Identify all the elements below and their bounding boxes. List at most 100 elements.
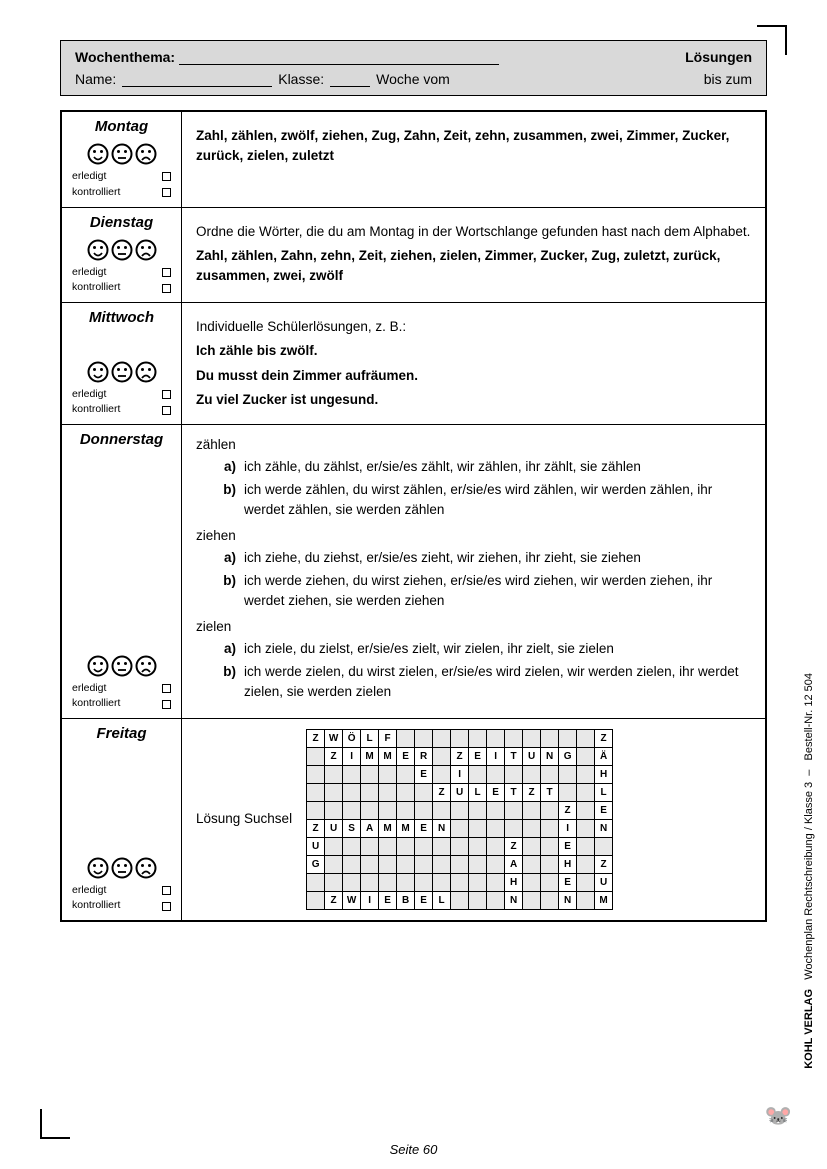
verb-b-text: ich werde ziehen, du wirst ziehen, er/si…: [244, 571, 751, 612]
grid-cell: U: [451, 784, 469, 802]
smiley-neutral-icon[interactable]: [111, 361, 133, 383]
grid-cell: [487, 838, 505, 856]
grid-cell: I: [343, 748, 361, 766]
sub-letter-a: a): [218, 457, 236, 477]
verb-b-text: ich werde zählen, du wirst zählen, er/si…: [244, 480, 751, 521]
smiley-happy-icon[interactable]: [87, 361, 109, 383]
grid-cell: [307, 892, 325, 910]
grid-cell: [451, 838, 469, 856]
grid-cell: [379, 766, 397, 784]
grid-cell: [397, 802, 415, 820]
until-label: bis zum: [704, 71, 752, 87]
sub-letter-a: a): [218, 548, 236, 568]
grid-cell: U: [325, 820, 343, 838]
grid-cell: [577, 856, 595, 874]
grid-cell: H: [595, 766, 613, 784]
grid-cell: [523, 838, 541, 856]
grid-cell: B: [397, 892, 415, 910]
smiley-happy-icon[interactable]: [87, 239, 109, 261]
grid-cell: [379, 874, 397, 892]
checked-checkbox[interactable]: [162, 406, 171, 415]
grid-cell: [379, 784, 397, 802]
smiley-sad-icon[interactable]: [135, 655, 157, 677]
smiley-sad-icon[interactable]: [135, 857, 157, 879]
name-blank[interactable]: [122, 71, 272, 87]
grid-cell: E: [415, 892, 433, 910]
grid-cell: [523, 766, 541, 784]
grid-cell: [451, 892, 469, 910]
side-verlag: KOHL VERLAG: [803, 989, 815, 1069]
grid-cell: [451, 730, 469, 748]
checked-checkbox[interactable]: [162, 902, 171, 911]
grid-cell: [433, 838, 451, 856]
grid-cell: [523, 892, 541, 910]
grid-cell: [379, 856, 397, 874]
grid-cell: [325, 802, 343, 820]
grid-cell: [541, 820, 559, 838]
smiley-sad-icon[interactable]: [135, 239, 157, 261]
grid-cell: [361, 802, 379, 820]
grid-cell: [415, 856, 433, 874]
checked-checkbox[interactable]: [162, 700, 171, 709]
done-checkbox[interactable]: [162, 268, 171, 277]
grid-cell: [523, 874, 541, 892]
grid-cell: [487, 892, 505, 910]
checked-checkbox[interactable]: [162, 284, 171, 293]
smileys-row: [68, 857, 175, 879]
grid-cell: [325, 784, 343, 802]
grid-cell: Z: [559, 802, 577, 820]
dienstag-intro: Ordne die Wörter, die du am Montag in de…: [196, 222, 751, 242]
smiley-neutral-icon[interactable]: [111, 857, 133, 879]
grid-cell: Z: [595, 730, 613, 748]
page-container: Wochenthema: Lösungen Name: Klasse: Woch…: [60, 40, 767, 1119]
smiley-happy-icon[interactable]: [87, 143, 109, 165]
done-checkbox[interactable]: [162, 886, 171, 895]
grid-cell: [487, 820, 505, 838]
verb-title: zählen: [196, 435, 751, 455]
grid-cell: Ö: [343, 730, 361, 748]
grid-cell: N: [505, 892, 523, 910]
grid-cell: [541, 730, 559, 748]
grid-cell: [577, 766, 595, 784]
grid-cell: [577, 874, 595, 892]
done-checkbox[interactable]: [162, 172, 171, 181]
smiley-happy-icon[interactable]: [87, 857, 109, 879]
checked-checkbox[interactable]: [162, 188, 171, 197]
grid-cell: E: [487, 784, 505, 802]
smiley-happy-icon[interactable]: [87, 655, 109, 677]
smiley-neutral-icon[interactable]: [111, 239, 133, 261]
checked-label: kontrolliert: [72, 402, 120, 418]
side-order: Bestell-Nr. 12 504: [803, 673, 815, 760]
grid-cell: A: [505, 856, 523, 874]
mittwoch-l3: Zu viel Zucker ist ungesund.: [196, 390, 751, 410]
grid-cell: [505, 730, 523, 748]
smiley-sad-icon[interactable]: [135, 143, 157, 165]
grid-cell: E: [559, 874, 577, 892]
dienstag-text: Zahl, zählen, Zahn, zehn, Zeit, ziehen, …: [196, 246, 751, 287]
mouse-icon: 🐭: [765, 1103, 792, 1129]
sub-letter-a: a): [218, 639, 236, 659]
grid-cell: [343, 784, 361, 802]
mittwoch-l2: Du musst dein Zimmer aufräumen.: [196, 366, 751, 386]
done-label: erledigt: [72, 681, 106, 697]
smiley-sad-icon[interactable]: [135, 361, 157, 383]
class-blank[interactable]: [330, 71, 370, 87]
smiley-neutral-icon[interactable]: [111, 655, 133, 677]
grid-cell: [469, 820, 487, 838]
grid-cell: [487, 856, 505, 874]
topic-blank[interactable]: [179, 49, 499, 65]
smiley-neutral-icon[interactable]: [111, 143, 133, 165]
grid-cell: Z: [325, 892, 343, 910]
smileys-row: [68, 655, 175, 677]
grid-cell: [361, 838, 379, 856]
checked-label: kontrolliert: [72, 696, 120, 712]
grid-cell: Z: [451, 748, 469, 766]
done-checkbox[interactable]: [162, 684, 171, 693]
checked-label: kontrolliert: [72, 185, 120, 201]
montag-text: Zahl, zählen, zwölf, ziehen, Zug, Zahn, …: [196, 126, 751, 167]
grid-cell: Z: [307, 730, 325, 748]
grid-cell: [343, 766, 361, 784]
day-name: Dienstag: [68, 214, 175, 231]
grid-cell: [325, 838, 343, 856]
done-checkbox[interactable]: [162, 390, 171, 399]
